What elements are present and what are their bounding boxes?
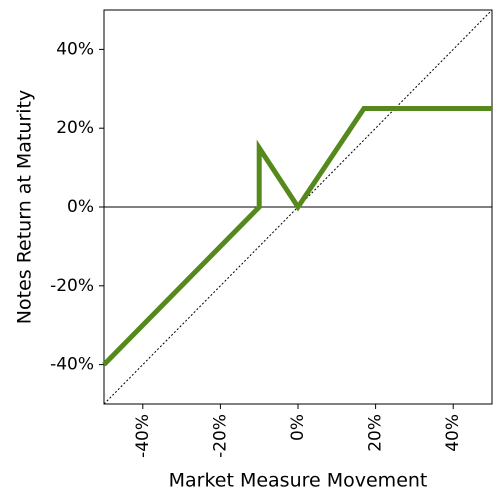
y-tick-label: 40% — [56, 39, 94, 59]
x-axis-title: Market Measure Movement — [169, 470, 428, 492]
y-tick-label: -40% — [50, 355, 94, 375]
y-axis-title: Notes Return at Maturity — [14, 90, 36, 324]
x-tick-label: -40% — [133, 414, 153, 458]
y-tick-label: -20% — [50, 276, 94, 296]
y-tick-label: 20% — [56, 118, 94, 138]
x-tick-label: -20% — [210, 414, 230, 458]
x-tick-label: 40% — [443, 414, 463, 452]
x-tick-label: 20% — [366, 414, 386, 452]
x-tick-label: 0% — [288, 414, 308, 441]
y-tick-label: 0% — [67, 197, 94, 217]
series-line — [102, 106, 492, 367]
